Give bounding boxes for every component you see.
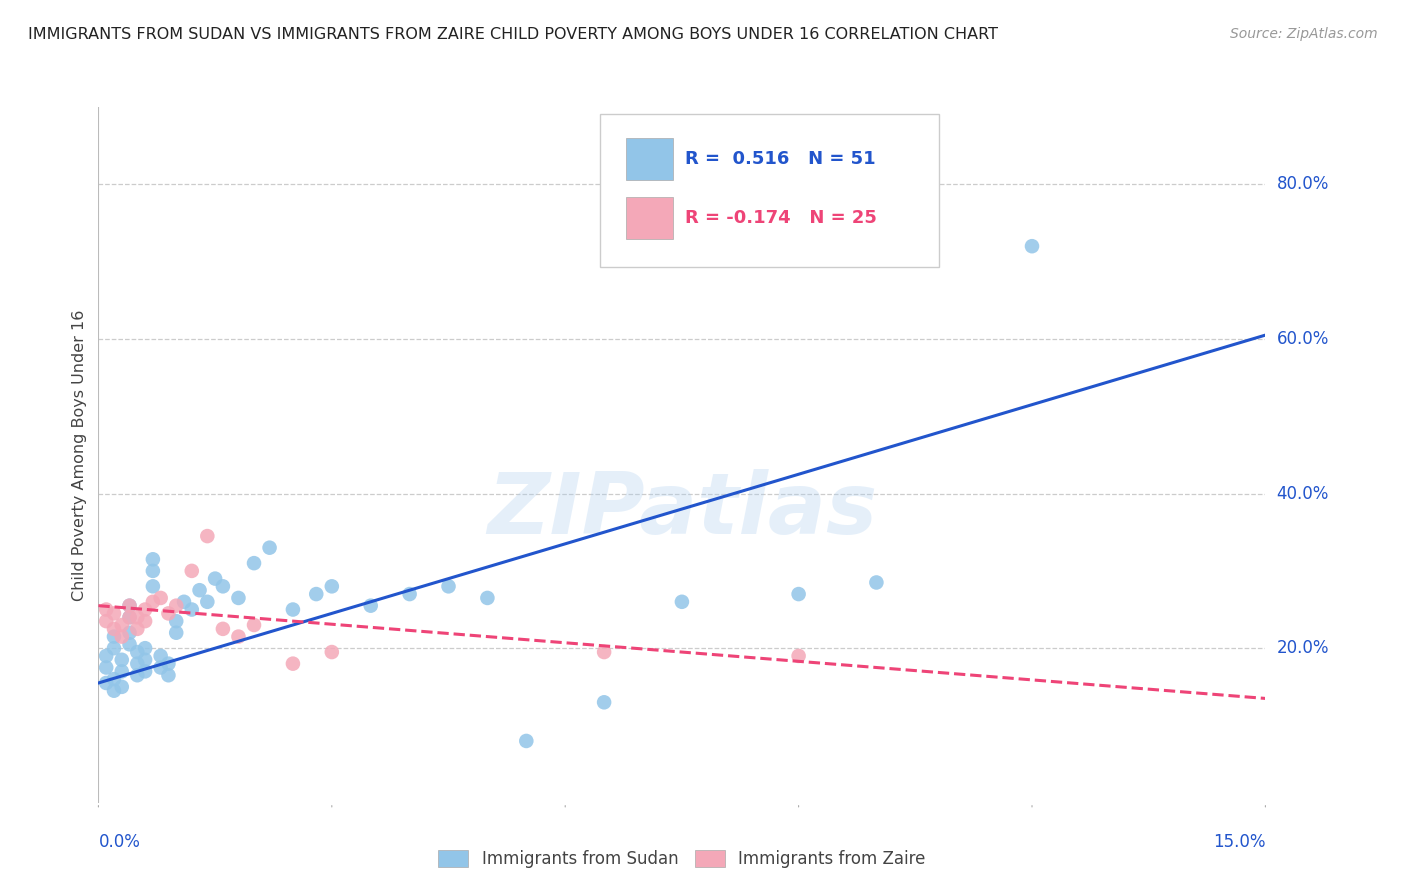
Text: IMMIGRANTS FROM SUDAN VS IMMIGRANTS FROM ZAIRE CHILD POVERTY AMONG BOYS UNDER 16: IMMIGRANTS FROM SUDAN VS IMMIGRANTS FROM… [28, 27, 998, 42]
Point [212, 579, 235, 593]
Point [165, 614, 187, 628]
Point [259, 541, 281, 555]
Point [111, 653, 134, 667]
Point [118, 610, 141, 624]
Text: ZIPatlas: ZIPatlas [486, 469, 877, 552]
Point [103, 683, 125, 698]
Point [228, 591, 250, 605]
Text: 60.0%: 60.0% [1277, 330, 1329, 348]
Point [321, 579, 343, 593]
Point [173, 595, 195, 609]
Point [127, 657, 149, 671]
Point [321, 645, 343, 659]
Point [787, 648, 810, 663]
FancyBboxPatch shape [626, 197, 672, 239]
Point [127, 622, 149, 636]
Point [96, 602, 118, 616]
Point [134, 653, 156, 667]
Point [111, 680, 134, 694]
Text: 15.0%: 15.0% [1213, 833, 1265, 851]
Point [1021, 239, 1043, 253]
Legend: Immigrants from Sudan, Immigrants from Zaire: Immigrants from Sudan, Immigrants from Z… [432, 843, 932, 874]
Point [142, 564, 165, 578]
Point [134, 665, 156, 679]
Point [398, 587, 420, 601]
Point [134, 614, 156, 628]
Text: R =  0.516   N = 51: R = 0.516 N = 51 [685, 150, 876, 169]
Point [134, 641, 156, 656]
Point [96, 648, 118, 663]
Point [515, 734, 537, 748]
Point [118, 599, 141, 613]
FancyBboxPatch shape [626, 138, 672, 180]
Point [111, 665, 134, 679]
Text: 80.0%: 80.0% [1277, 176, 1329, 194]
Point [118, 637, 141, 651]
Point [157, 668, 180, 682]
Point [671, 595, 693, 609]
Point [165, 599, 187, 613]
Point [118, 599, 141, 613]
Point [96, 660, 118, 674]
Point [305, 587, 328, 601]
Point [281, 602, 304, 616]
Point [149, 591, 172, 605]
Point [228, 630, 250, 644]
Point [157, 607, 180, 621]
Point [127, 668, 149, 682]
Point [96, 676, 118, 690]
Point [142, 595, 165, 609]
Point [180, 564, 202, 578]
Point [103, 607, 125, 621]
Point [149, 648, 172, 663]
Point [111, 618, 134, 632]
Text: 40.0%: 40.0% [1277, 484, 1329, 502]
Point [787, 587, 810, 601]
Point [281, 657, 304, 671]
Point [142, 579, 165, 593]
Point [127, 645, 149, 659]
Point [180, 602, 202, 616]
Point [212, 622, 235, 636]
Point [127, 610, 149, 624]
Point [243, 556, 266, 570]
Point [865, 575, 887, 590]
Y-axis label: Child Poverty Among Boys Under 16: Child Poverty Among Boys Under 16 [72, 310, 87, 600]
FancyBboxPatch shape [600, 114, 939, 267]
Point [103, 622, 125, 636]
Point [165, 625, 187, 640]
Point [593, 645, 616, 659]
Point [243, 618, 266, 632]
Point [142, 552, 165, 566]
Text: R = -0.174   N = 25: R = -0.174 N = 25 [685, 210, 877, 227]
Point [134, 602, 156, 616]
Text: Source: ZipAtlas.com: Source: ZipAtlas.com [1230, 27, 1378, 41]
Point [157, 657, 180, 671]
Point [360, 599, 382, 613]
Point [477, 591, 499, 605]
Point [103, 630, 125, 644]
Point [195, 529, 218, 543]
Point [118, 610, 141, 624]
Point [149, 660, 172, 674]
Point [195, 595, 218, 609]
Point [593, 695, 616, 709]
Point [103, 641, 125, 656]
Point [118, 625, 141, 640]
Text: 20.0%: 20.0% [1277, 640, 1329, 657]
Point [437, 579, 460, 593]
Text: 0.0%: 0.0% [98, 833, 141, 851]
Point [188, 583, 211, 598]
Point [111, 630, 134, 644]
Point [103, 672, 125, 686]
Point [204, 572, 226, 586]
Point [96, 614, 118, 628]
